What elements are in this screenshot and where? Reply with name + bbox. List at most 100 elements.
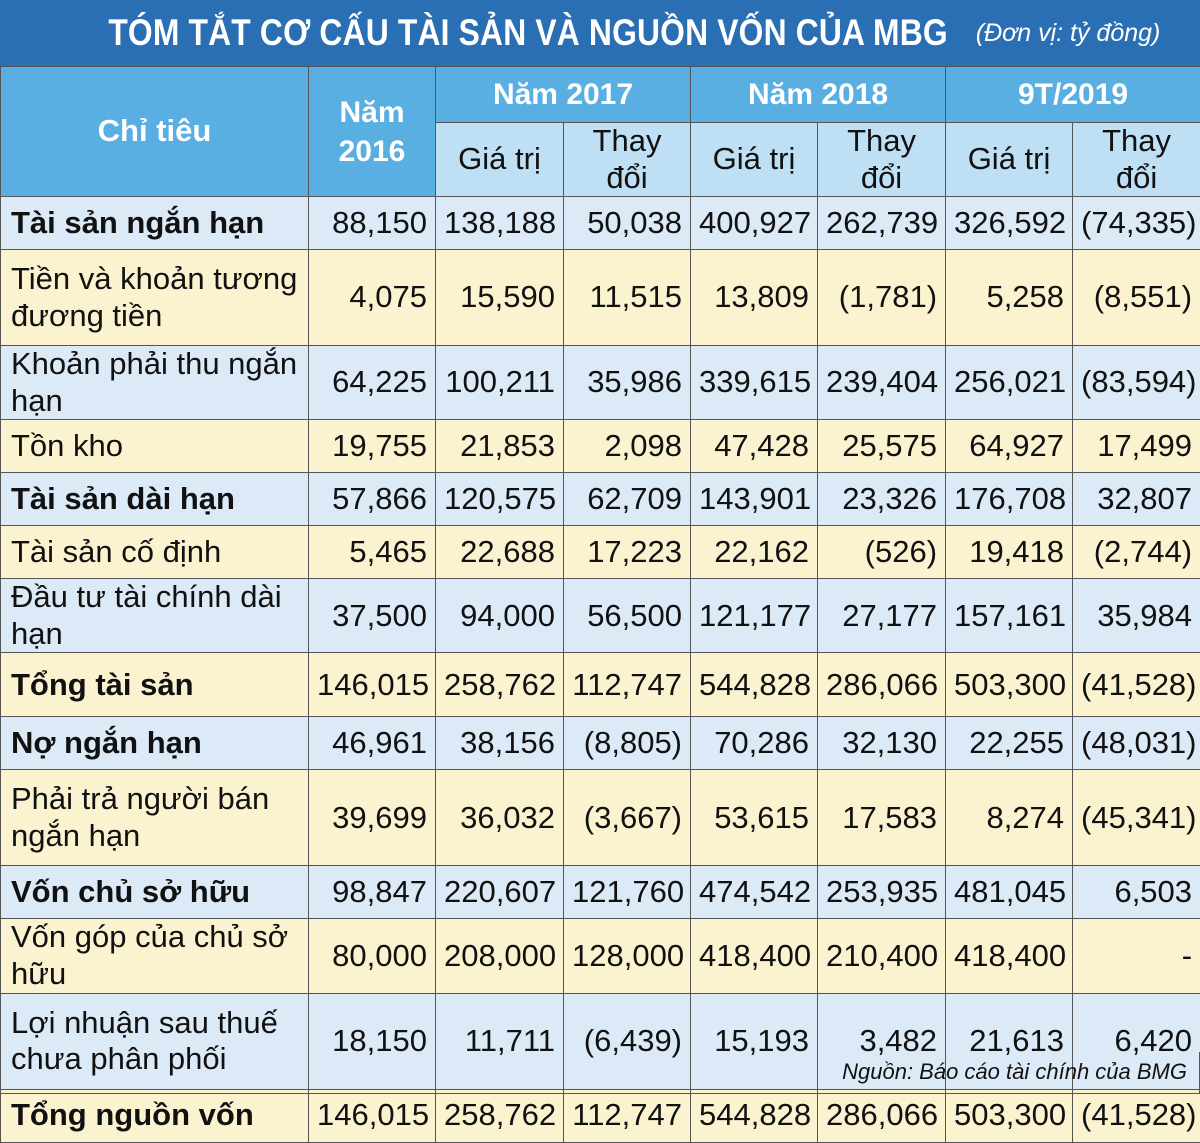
row-label: Tồn kho xyxy=(1,420,309,473)
cell-c2018: 32,130 xyxy=(818,717,946,770)
header-2019: 9T/2019 xyxy=(946,67,1200,123)
row-label: Vốn góp của chủ sở hữu xyxy=(1,919,309,993)
row-label: Tài sản dài hạn xyxy=(1,473,309,526)
header-2018: Năm 2018 xyxy=(691,67,946,123)
cell-v2019: 418,400 xyxy=(946,919,1073,993)
cell-c2017: 62,709 xyxy=(564,473,691,526)
cell-c2017: 121,760 xyxy=(564,866,691,919)
cell-v2019: 22,255 xyxy=(946,717,1073,770)
cell-c2017: 56,500 xyxy=(564,579,691,653)
cell-v2017: 21,853 xyxy=(436,420,564,473)
cell-c2019: (48,031) xyxy=(1073,717,1200,770)
cell-c2018: 286,066 xyxy=(818,653,946,717)
cell-v2016: 57,866 xyxy=(309,473,436,526)
subheader-value-2017: Giá trị xyxy=(436,123,564,197)
source-note: Nguồn: Báo cáo tài chính của BMG xyxy=(0,1052,1200,1094)
cell-v2018: 544,828 xyxy=(691,653,818,717)
cell-v2017: 36,032 xyxy=(436,770,564,866)
cell-v2018: 339,615 xyxy=(691,346,818,420)
cell-v2016: 64,225 xyxy=(309,346,436,420)
cell-c2019: - xyxy=(1073,919,1200,993)
cell-c2018: 23,326 xyxy=(818,473,946,526)
cell-c2017: 35,986 xyxy=(564,346,691,420)
cell-c2019: 6,503 xyxy=(1073,866,1200,919)
row-label: Tiền và khoản tương đương tiền xyxy=(1,250,309,346)
cell-v2017: 120,575 xyxy=(436,473,564,526)
subheader-change-2018: Thay đổi xyxy=(818,123,946,197)
cell-v2017: 220,607 xyxy=(436,866,564,919)
cell-v2016: 146,015 xyxy=(309,653,436,717)
cell-v2018: 474,542 xyxy=(691,866,818,919)
cell-c2018: 27,177 xyxy=(818,579,946,653)
cell-v2019: 19,418 xyxy=(946,526,1073,579)
cell-v2019: 5,258 xyxy=(946,250,1073,346)
cell-v2019: 157,161 xyxy=(946,579,1073,653)
cell-v2018: 22,162 xyxy=(691,526,818,579)
table-title: TÓM TẮT CƠ CẤU TÀI SẢN VÀ NGUỒN VỐN CỦA … xyxy=(108,12,947,54)
cell-c2018: 210,400 xyxy=(818,919,946,993)
cell-v2018: 418,400 xyxy=(691,919,818,993)
cell-c2019: (8,551) xyxy=(1073,250,1200,346)
cell-c2018: 17,583 xyxy=(818,770,946,866)
cell-v2017: 15,590 xyxy=(436,250,564,346)
cell-v2017: 94,000 xyxy=(436,579,564,653)
row-label: Tài sản ngắn hạn xyxy=(1,197,309,250)
cell-c2019: 35,984 xyxy=(1073,579,1200,653)
title-bar: TÓM TẮT CƠ CẤU TÀI SẢN VÀ NGUỒN VỐN CỦA … xyxy=(0,0,1200,66)
cell-v2017: 22,688 xyxy=(436,526,564,579)
cell-v2018: 47,428 xyxy=(691,420,818,473)
cell-c2019: 17,499 xyxy=(1073,420,1200,473)
cell-v2017: 100,211 xyxy=(436,346,564,420)
cell-c2018: 286,066 xyxy=(818,1089,946,1142)
row-label: Tổng tài sản xyxy=(1,653,309,717)
cell-v2016: 39,699 xyxy=(309,770,436,866)
cell-c2017: 112,747 xyxy=(564,653,691,717)
cell-v2016: 146,015 xyxy=(309,1089,436,1142)
cell-v2019: 176,708 xyxy=(946,473,1073,526)
subheader-change-2019: Thay đổi xyxy=(1073,123,1200,197)
cell-v2017: 258,762 xyxy=(436,1089,564,1142)
cell-v2017: 38,156 xyxy=(436,717,564,770)
cell-v2016: 98,847 xyxy=(309,866,436,919)
cell-c2017: 128,000 xyxy=(564,919,691,993)
cell-v2019: 481,045 xyxy=(946,866,1073,919)
cell-v2018: 544,828 xyxy=(691,1089,818,1142)
row-label: Vốn chủ sở hữu xyxy=(1,866,309,919)
cell-v2019: 503,300 xyxy=(946,653,1073,717)
cell-c2019: (41,528) xyxy=(1073,653,1200,717)
cell-v2016: 46,961 xyxy=(309,717,436,770)
cell-c2017: (8,805) xyxy=(564,717,691,770)
cell-v2016: 88,150 xyxy=(309,197,436,250)
cell-c2017: 17,223 xyxy=(564,526,691,579)
cell-c2018: 25,575 xyxy=(818,420,946,473)
header-2017: Năm 2017 xyxy=(436,67,691,123)
cell-c2019: (2,744) xyxy=(1073,526,1200,579)
cell-v2018: 121,177 xyxy=(691,579,818,653)
subheader-value-2018: Giá trị xyxy=(691,123,818,197)
unit-note: (Đơn vị: tỷ đồng) xyxy=(976,19,1161,48)
row-label: Phải trả người bán ngắn hạn xyxy=(1,770,309,866)
cell-c2017: 112,747 xyxy=(564,1089,691,1142)
cell-v2019: 8,274 xyxy=(946,770,1073,866)
cell-c2018: 253,935 xyxy=(818,866,946,919)
cell-v2016: 4,075 xyxy=(309,250,436,346)
row-label: Khoản phải thu ngắn hạn xyxy=(1,346,309,420)
cell-v2019: 64,927 xyxy=(946,420,1073,473)
row-label: Nợ ngắn hạn xyxy=(1,717,309,770)
cell-v2019: 256,021 xyxy=(946,346,1073,420)
cell-v2018: 53,615 xyxy=(691,770,818,866)
cell-v2017: 138,188 xyxy=(436,197,564,250)
cell-c2018: (1,781) xyxy=(818,250,946,346)
cell-v2019: 326,592 xyxy=(946,197,1073,250)
cell-v2016: 19,755 xyxy=(309,420,436,473)
cell-c2018: 239,404 xyxy=(818,346,946,420)
